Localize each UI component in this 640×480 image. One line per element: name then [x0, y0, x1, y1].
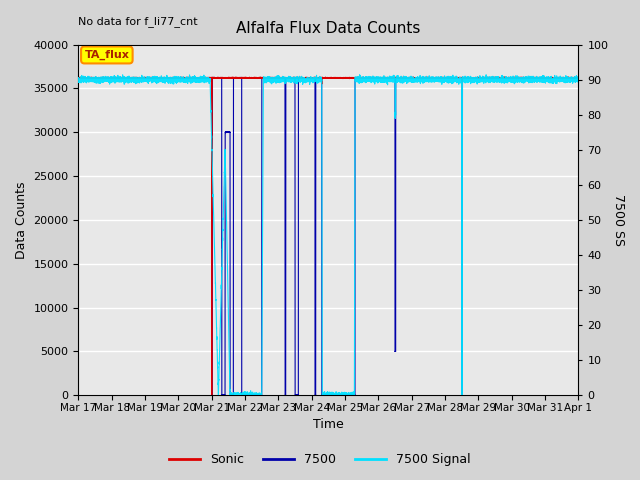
7500 Signal [104, 74, 112, 80]
7500 [319, 392, 326, 398]
Sonic [489, 74, 497, 80]
7500 [104, 75, 112, 81]
7500 [540, 74, 547, 80]
Line: 7500 Signal: 7500 Signal [79, 75, 579, 395]
Y-axis label: 7500 SS: 7500 SS [612, 194, 625, 246]
Sonic [77, 75, 84, 81]
Text: TA_flux: TA_flux [84, 50, 129, 60]
X-axis label: Time: Time [313, 419, 344, 432]
7500 [575, 75, 582, 81]
Sonic [208, 393, 216, 398]
Text: No data for f_li77_cnt: No data for f_li77_cnt [79, 16, 198, 27]
7500 [346, 393, 353, 398]
Y-axis label: Data Counts: Data Counts [15, 181, 28, 259]
Sonic [104, 75, 112, 81]
7500 [95, 75, 103, 81]
7500 [548, 75, 556, 81]
Line: 7500: 7500 [79, 77, 579, 396]
7500 Signal [319, 392, 326, 398]
7500 Signal [75, 75, 83, 81]
Sonic [548, 75, 556, 81]
7500 [75, 75, 83, 81]
7500 Signal [77, 77, 84, 83]
Sonic [75, 75, 83, 81]
Sonic [95, 75, 103, 81]
7500 Signal [575, 74, 582, 80]
7500 Signal [548, 78, 556, 84]
Sonic [575, 75, 582, 81]
Line: Sonic: Sonic [79, 77, 579, 396]
7500 [77, 75, 84, 81]
Sonic [319, 75, 326, 81]
7500 Signal [483, 72, 490, 78]
7500 Signal [173, 81, 180, 86]
7500 Signal [95, 78, 103, 84]
7500 Signal [214, 392, 222, 398]
Title: Alfalfa Flux Data Counts: Alfalfa Flux Data Counts [236, 22, 420, 36]
Legend: Sonic, 7500, 7500 Signal: Sonic, 7500, 7500 Signal [164, 448, 476, 471]
7500 [173, 75, 180, 81]
Sonic [173, 75, 180, 81]
